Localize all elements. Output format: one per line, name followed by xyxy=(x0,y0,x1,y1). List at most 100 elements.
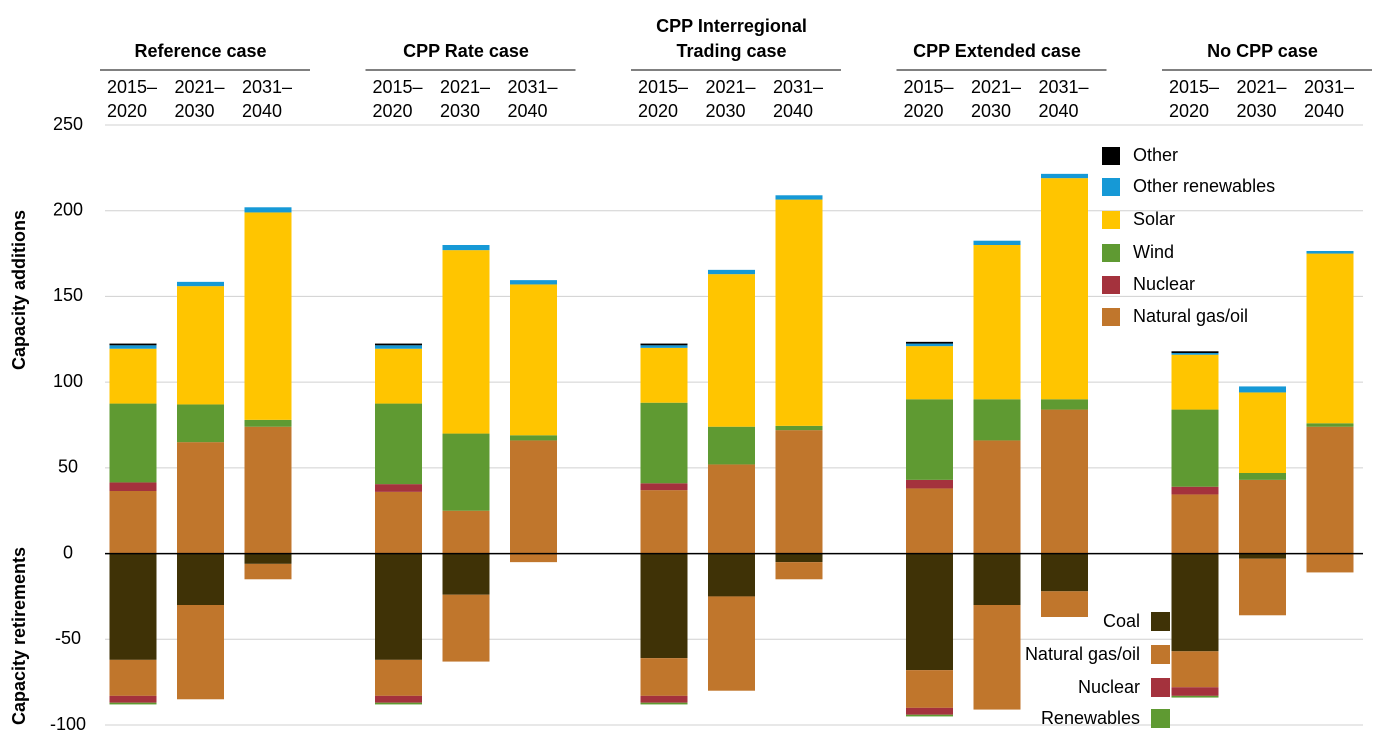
bar-segment xyxy=(177,553,224,605)
legend-swatch xyxy=(1151,678,1170,697)
legend-swatch xyxy=(1102,147,1120,165)
bar-segment xyxy=(906,341,953,344)
bar-segment xyxy=(1171,651,1219,688)
bar-segment xyxy=(109,348,157,404)
bar-segment xyxy=(442,250,490,434)
y-label: Capacity retirements xyxy=(9,547,29,725)
x-tick-label: 2030 xyxy=(440,101,480,121)
bar-segment xyxy=(775,553,823,563)
bar-segment xyxy=(973,399,1021,441)
bar-segment xyxy=(109,345,157,349)
y-tick-label: 100 xyxy=(53,371,83,391)
bar-segment xyxy=(375,553,422,660)
legend-label: Natural gas/oil xyxy=(1025,644,1140,664)
x-tick-label: 2020 xyxy=(1169,101,1209,121)
x-tick-label: 2031– xyxy=(1304,77,1354,97)
bar-segment xyxy=(640,343,688,346)
bar-segment xyxy=(640,345,688,348)
bar-segment xyxy=(973,245,1021,400)
bar-segment xyxy=(109,695,157,703)
bar-segment xyxy=(1239,553,1286,559)
bar-segment xyxy=(442,553,490,595)
bar-segment xyxy=(640,402,688,484)
bar-segment xyxy=(775,195,823,200)
bar-segment xyxy=(1306,426,1354,554)
bar-segment xyxy=(510,284,557,436)
bar-segment xyxy=(640,695,688,703)
legend-swatch xyxy=(1151,709,1170,728)
bar-segment xyxy=(1171,351,1219,353)
bar-segment xyxy=(1239,473,1286,480)
bar-segment xyxy=(973,440,1021,554)
x-tick-label: 2030 xyxy=(971,101,1011,121)
x-tick-label: 2020 xyxy=(638,101,678,121)
bar-segment xyxy=(244,207,292,213)
bar-segment xyxy=(510,440,557,554)
y-tick-label: 200 xyxy=(53,199,83,219)
bar-segment xyxy=(375,343,422,346)
bar-segment xyxy=(640,553,688,659)
y-tick-label: 0 xyxy=(63,542,73,562)
bar-segment xyxy=(109,343,157,346)
bar-segment xyxy=(1306,423,1354,427)
x-tick-label: 2040 xyxy=(1304,101,1344,121)
x-tick-label: 2020 xyxy=(904,101,944,121)
bar-segment xyxy=(375,403,422,485)
bar-segment xyxy=(906,346,953,400)
group-title: CPP Interregional xyxy=(656,16,807,36)
bar-segment xyxy=(708,596,755,691)
x-tick-label: 2021– xyxy=(971,77,1021,97)
bar-segment xyxy=(109,403,157,483)
bar-segment xyxy=(1041,178,1088,400)
bar-segment xyxy=(109,482,157,491)
group-title: Trading case xyxy=(676,41,786,61)
bar-segment xyxy=(775,199,823,426)
bar-segment xyxy=(906,553,953,671)
x-tick-label: 2030 xyxy=(706,101,746,121)
group-title: CPP Rate case xyxy=(403,41,529,61)
legend-swatch xyxy=(1102,308,1120,326)
bar-segment xyxy=(375,659,422,696)
y-tick-label: 250 xyxy=(53,114,83,134)
bar-segment xyxy=(1239,386,1286,393)
legend-label: Other xyxy=(1133,145,1178,165)
bar-segment xyxy=(510,553,557,563)
bar-segment xyxy=(906,343,953,347)
x-tick-label: 2020 xyxy=(107,101,147,121)
bar-segment xyxy=(1306,253,1354,424)
bar-segment xyxy=(109,659,157,696)
bar-segment xyxy=(906,707,953,715)
bar-segment xyxy=(244,563,292,580)
bar-segment xyxy=(1171,354,1219,410)
bar-segment xyxy=(109,491,157,554)
bar-segment xyxy=(177,404,224,443)
bar-segment xyxy=(1041,591,1088,617)
bar-segment xyxy=(775,430,823,554)
bar-segment xyxy=(640,702,688,705)
legend-label: Nuclear xyxy=(1133,274,1195,294)
bar-segment xyxy=(1239,392,1286,473)
bar-segment xyxy=(640,483,688,491)
bar-segment xyxy=(375,695,422,703)
bar-segment xyxy=(1171,486,1219,495)
bar-segment xyxy=(1239,558,1286,616)
legend-label: Natural gas/oil xyxy=(1133,306,1248,326)
bar-segment xyxy=(510,435,557,441)
bar-segment xyxy=(244,426,292,554)
bar-segment xyxy=(906,670,953,708)
bar-segment xyxy=(1171,695,1219,698)
bar-segment xyxy=(177,605,224,700)
bar-segment xyxy=(708,553,755,597)
legend-swatch xyxy=(1102,244,1120,262)
x-tick-label: 2015– xyxy=(1169,77,1219,97)
legend-swatch xyxy=(1151,612,1170,631)
y-tick-label: 150 xyxy=(53,285,83,305)
bar-segment xyxy=(1171,353,1219,355)
y-label: Capacity additions xyxy=(9,210,29,370)
bar-segment xyxy=(973,240,1021,245)
bar-segment xyxy=(375,702,422,705)
bar-segment xyxy=(640,347,688,403)
bar-segment xyxy=(1306,251,1354,254)
legend-label: Wind xyxy=(1133,242,1174,262)
